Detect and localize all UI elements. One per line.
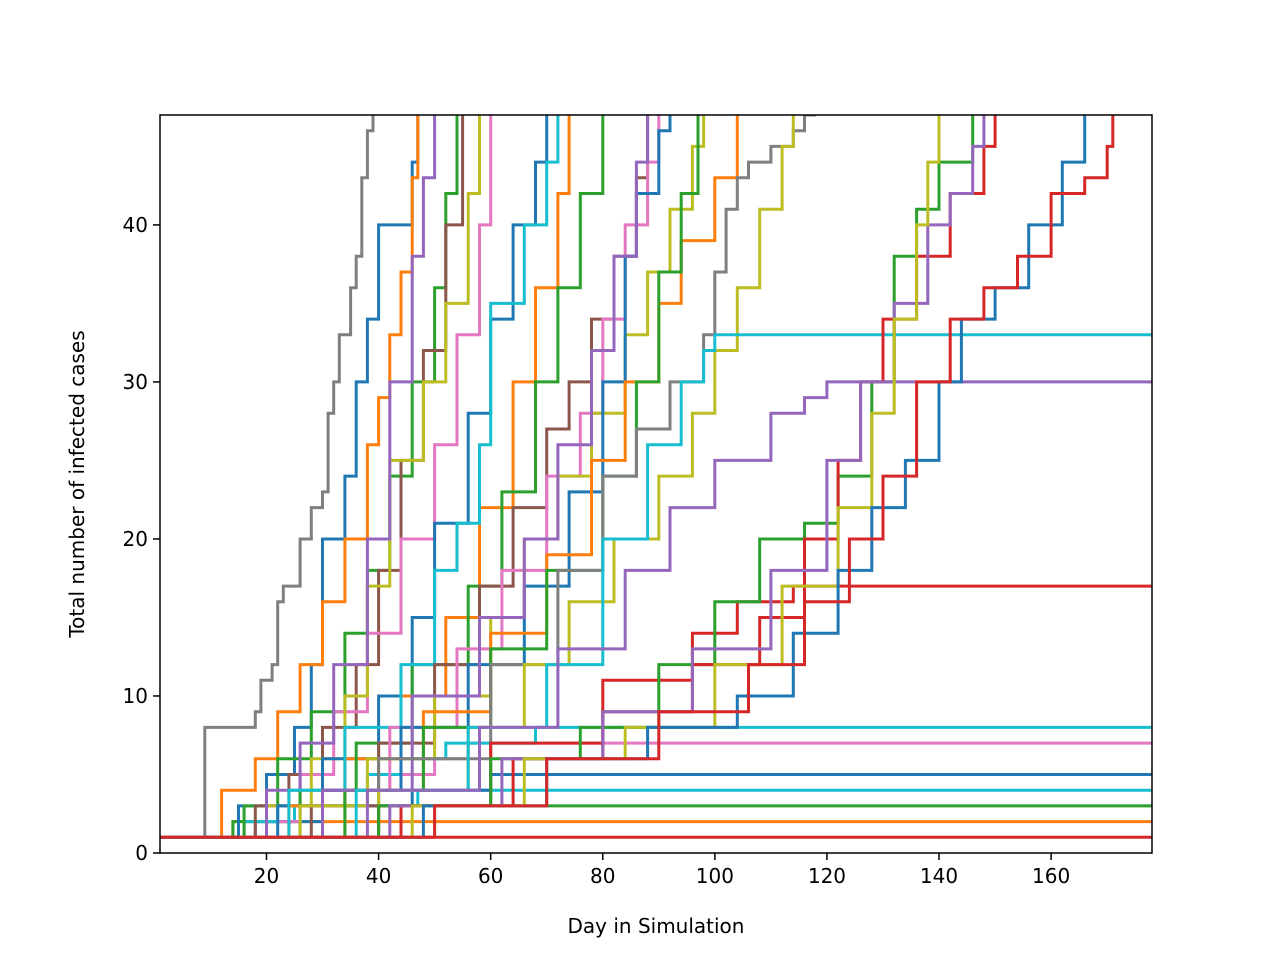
plot-frame	[159, 114, 1153, 854]
series-layer	[160, 115, 1152, 839]
y-axis: 0 10 20 30 40	[123, 213, 160, 865]
series-line-29	[160, 380, 1152, 839]
series-line-16	[160, 115, 571, 839]
x-tick-label: 140	[920, 864, 958, 888]
x-tick-label: 100	[696, 864, 734, 888]
y-tick-label: 30	[123, 370, 148, 394]
series-line-7	[160, 115, 375, 839]
x-tick-label: 20	[254, 864, 279, 888]
series-line-33	[160, 115, 986, 839]
series-line-28	[160, 333, 1152, 839]
x-axis: 20 40 60 80 100 120 140 160	[254, 853, 1070, 888]
series-line-36	[160, 115, 1115, 839]
series-line-9	[160, 115, 420, 839]
x-tick-label: 40	[366, 864, 391, 888]
y-axis-label: Total number of infected cases	[65, 330, 89, 638]
y-tick-label: 0	[135, 841, 148, 865]
series-line-13	[160, 115, 481, 839]
x-tick-label: 160	[1032, 864, 1070, 888]
series-line-14	[160, 115, 437, 839]
x-tick-label: 120	[808, 864, 846, 888]
x-axis-label: Day in Simulation	[568, 914, 745, 938]
y-tick-label: 10	[123, 684, 148, 708]
series-line-25	[160, 115, 650, 839]
x-tick-label: 80	[590, 864, 615, 888]
y-tick-label: 20	[123, 527, 148, 551]
y-tick-label: 40	[123, 213, 148, 237]
x-tick-label: 60	[478, 864, 503, 888]
